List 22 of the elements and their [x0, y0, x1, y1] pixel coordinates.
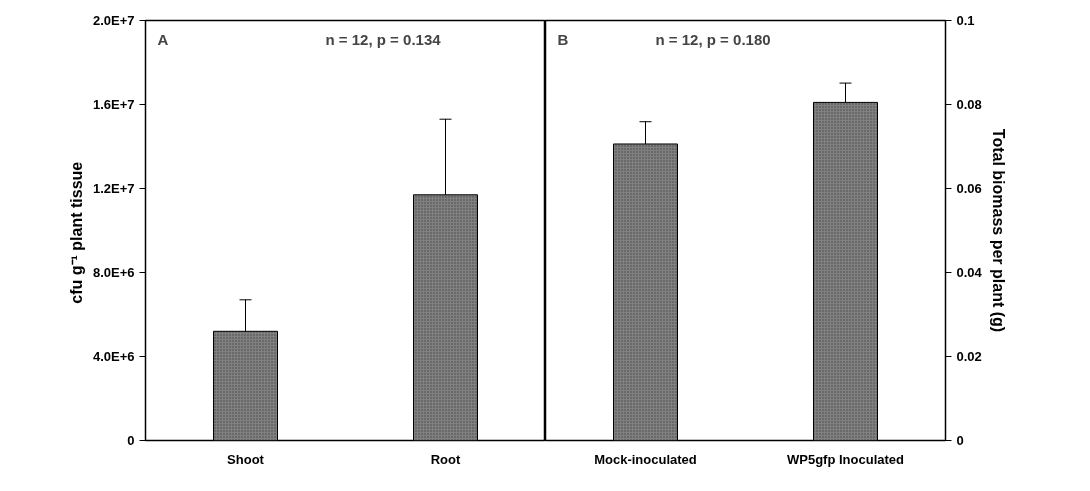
- y-tick-label: 0.06: [956, 181, 982, 196]
- y-tick-label: 1.6E+7: [92, 97, 135, 112]
- y-tick-label: 0.02: [956, 349, 982, 364]
- y-tick-label: 4.0E+6: [92, 349, 135, 364]
- annotation: n = 12, p = 0.134: [325, 30, 442, 48]
- y-tick-label: 8.0E+6: [92, 265, 135, 280]
- annotation: A: [157, 30, 169, 48]
- y-tick-label: 0: [127, 433, 135, 448]
- x-tick-label: Root: [430, 451, 461, 467]
- y-tick-label: 0: [956, 433, 964, 448]
- y-tick-label: 2.0E+7: [92, 13, 135, 28]
- y-axis-title: Total biomass per plant (g): [989, 128, 1007, 333]
- y-axis-title: cfu g⁻¹ plant tissue: [67, 161, 85, 304]
- y-tick-label: 1.2E+7: [92, 181, 135, 196]
- x-tick-label: WP5gfp Inoculated: [787, 451, 905, 467]
- x-tick-label: Shoot: [227, 451, 265, 467]
- y-tick-label: 0.1: [956, 13, 975, 28]
- annotation: B: [557, 30, 569, 48]
- x-tick-label: Mock-inoculated: [594, 451, 697, 467]
- y-tick-label: 0.04: [956, 265, 983, 280]
- y-tick-label: 0.08: [956, 97, 982, 112]
- annotation: n = 12, p = 0.180: [655, 30, 771, 48]
